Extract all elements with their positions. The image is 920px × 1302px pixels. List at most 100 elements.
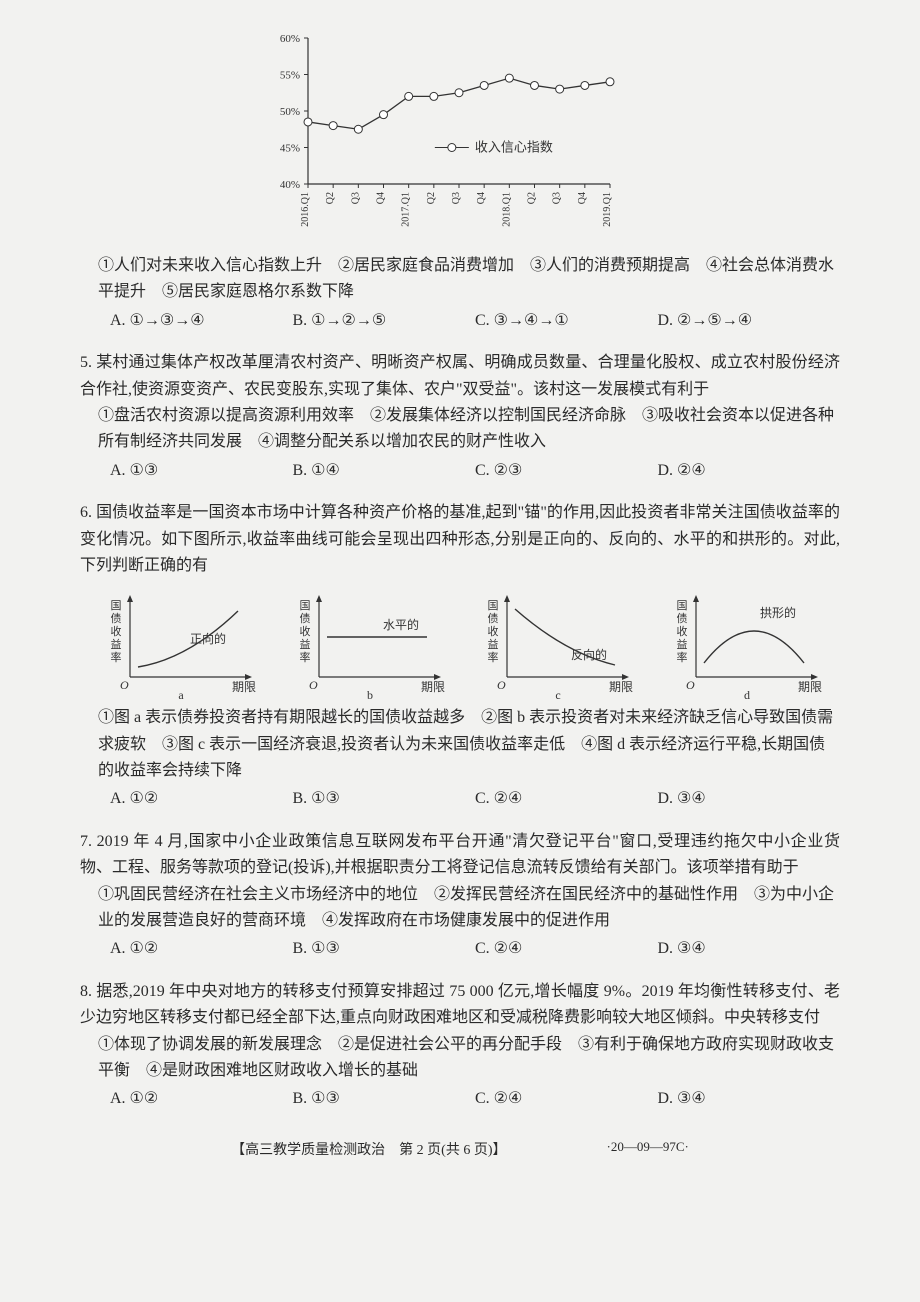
svg-text:d: d <box>744 688 750 701</box>
svg-text:益: 益 <box>488 637 499 651</box>
q7-option-a: A. ①② <box>110 936 293 962</box>
svg-text:债: 债 <box>488 611 499 625</box>
q6-body: 国债收益率是一国资本市场中计算各种资产价格的基准,起到"锚"的作用,因此投资者非… <box>80 504 840 574</box>
svg-text:债: 债 <box>676 611 687 625</box>
q4-statements: ①人们对未来收入信心指数上升 ②居民家庭食品消费增加 ③人们的消费预期提高 ④社… <box>80 253 840 306</box>
svg-text:a: a <box>178 688 184 701</box>
svg-text:2016.Q1: 2016.Q1 <box>300 192 311 227</box>
q8-text: 8. 据悉,2019 年中央对地方的转移支付预算安排超过 75 000 亿元,增… <box>80 979 840 1032</box>
svg-text:债: 债 <box>111 611 122 625</box>
income-confidence-chart: 40%45%50%55%60%2016.Q1Q2Q3Q42017.Q1Q2Q3Q… <box>260 30 840 235</box>
svg-text:50%: 50% <box>280 106 300 118</box>
q8-option-c: C. ②④ <box>475 1086 658 1112</box>
svg-text:45%: 45% <box>280 143 300 155</box>
q7-options: A. ①② B. ①③ C. ②④ D. ③④ <box>80 936 840 962</box>
q8-num: 8. <box>80 983 96 1000</box>
q8-statements: ①体现了协调发展的新发展理念 ②是促进社会公平的再分配手段 ③有利于确保地方政府… <box>80 1032 840 1085</box>
svg-text:国: 国 <box>488 599 499 612</box>
question-4: ①人们对未来收入信心指数上升 ②居民家庭食品消费增加 ③人们的消费预期提高 ④社… <box>80 253 840 334</box>
q5-body: 某村通过集体产权改革厘清农村资产、明晰资产权属、明确成员数量、合理量化股权、成立… <box>80 354 840 397</box>
q7-option-c: C. ②④ <box>475 936 658 962</box>
q5-text: 5. 某村通过集体产权改革厘清农村资产、明晰资产权属、明确成员数量、合理量化股权… <box>80 350 840 403</box>
svg-text:收入信心指数: 收入信心指数 <box>475 140 553 155</box>
svg-text:益: 益 <box>299 637 310 651</box>
svg-text:债: 债 <box>299 611 310 625</box>
q8-options: A. ①② B. ①③ C. ②④ D. ③④ <box>80 1086 840 1112</box>
question-7: 7. 2019 年 4 月,国家中小企业政策信息互联网发布平台开通"清欠登记平台… <box>80 829 840 963</box>
svg-text:2017.Q1: 2017.Q1 <box>401 192 412 227</box>
q5-statements: ①盘活农村资源以提高资源利用效率 ②发展集体经济以控制国民经济命脉 ③吸收社会资… <box>80 403 840 456</box>
svg-text:正向的: 正向的 <box>190 631 226 646</box>
svg-text:Q4: Q4 <box>376 192 387 204</box>
q5-option-c: C. ②③ <box>475 458 658 484</box>
q6-statements: ①图 a 表示债券投资者持有期限越长的国债收益越多 ②图 b 表示投资者对未来经… <box>80 705 840 784</box>
svg-text:期限: 期限 <box>609 680 633 694</box>
svg-text:期限: 期限 <box>232 680 256 694</box>
svg-text:收: 收 <box>299 624 310 638</box>
svg-text:Q3: Q3 <box>350 192 361 204</box>
q7-text: 7. 2019 年 4 月,国家中小企业政策信息互联网发布平台开通"清欠登记平台… <box>80 829 840 882</box>
q6-num: 6. <box>80 504 96 521</box>
footer-right: ·20—09—97C· <box>606 1139 688 1159</box>
svg-text:2018.Q1: 2018.Q1 <box>501 192 512 227</box>
svg-text:拱形的: 拱形的 <box>760 605 796 620</box>
q8-option-d: D. ③④ <box>658 1086 841 1112</box>
svg-text:Q2: Q2 <box>527 192 538 204</box>
q7-num: 7. <box>80 833 97 850</box>
q5-options: A. ①③ B. ①④ C. ②③ D. ②④ <box>80 458 840 484</box>
question-8: 8. 据悉,2019 年中央对地方的转移支付预算安排超过 75 000 亿元,增… <box>80 979 840 1113</box>
q7-statements: ①巩固民营经济在社会主义市场经济中的地位 ②发挥民营经济在国民经济中的基础性作用… <box>80 882 840 935</box>
svg-text:收: 收 <box>488 624 499 638</box>
svg-text:O: O <box>120 678 129 692</box>
svg-text:国: 国 <box>111 599 122 612</box>
q8-body: 据悉,2019 年中央对地方的转移支付预算安排超过 75 000 亿元,增长幅度… <box>80 983 840 1026</box>
diagram-a: 国债收益率期限 O 正向的 a <box>106 591 256 701</box>
q4-option-c: C. ③→④→① <box>475 308 658 334</box>
svg-text:期限: 期限 <box>421 680 445 694</box>
chart-svg: 40%45%50%55%60%2016.Q1Q2Q3Q42017.Q1Q2Q3Q… <box>260 30 620 230</box>
svg-text:水平的: 水平的 <box>383 617 419 632</box>
q4-option-b: B. ①→②→⑤ <box>293 308 476 334</box>
q5-option-b: B. ①④ <box>293 458 476 484</box>
svg-text:国: 国 <box>299 599 310 612</box>
svg-text:率: 率 <box>676 650 687 664</box>
q6-options: A. ①② B. ①③ C. ②④ D. ③④ <box>80 786 840 812</box>
svg-text:收: 收 <box>111 624 122 638</box>
q4-option-a: A. ①→③→④ <box>110 308 293 334</box>
q4-option-d: D. ②→⑤→④ <box>658 308 841 334</box>
svg-text:率: 率 <box>111 650 122 664</box>
svg-text:Q4: Q4 <box>476 192 487 204</box>
footer-center: 【高三教学质量检测政治 第 2 页(共 6 页)】 <box>231 1139 506 1159</box>
svg-text:国: 国 <box>676 599 687 612</box>
question-6: 6. 国债收益率是一国资本市场中计算各种资产价格的基准,起到"锚"的作用,因此投… <box>80 500 840 813</box>
q5-option-a: A. ①③ <box>110 458 293 484</box>
question-5: 5. 某村通过集体产权改革厘清农村资产、明晰资产权属、明确成员数量、合理量化股权… <box>80 350 840 484</box>
svg-text:Q2: Q2 <box>426 192 437 204</box>
q6-diagrams: 国债收益率期限O正向的a 国债收益率期限O水平的b 国债收益率期限O反向的c 国… <box>80 579 840 705</box>
svg-text:c: c <box>556 688 561 701</box>
svg-text:率: 率 <box>299 650 310 664</box>
svg-text:55%: 55% <box>280 70 300 82</box>
svg-text:Q4: Q4 <box>577 192 588 204</box>
q7-option-b: B. ①③ <box>293 936 476 962</box>
q6-text: 6. 国债收益率是一国资本市场中计算各种资产价格的基准,起到"锚"的作用,因此投… <box>80 500 840 579</box>
svg-text:O: O <box>309 678 318 692</box>
svg-text:40%: 40% <box>280 179 300 191</box>
svg-text:2019.Q1: 2019.Q1 <box>602 192 613 227</box>
diagram-b: 国债收益率期限 O 水平的 b <box>295 591 445 701</box>
q6-option-c: C. ②④ <box>475 786 658 812</box>
svg-text:Q3: Q3 <box>552 192 563 204</box>
q7-body: 2019 年 4 月,国家中小企业政策信息互联网发布平台开通"清欠登记平台"窗口… <box>80 833 840 876</box>
svg-text:益: 益 <box>676 637 687 651</box>
svg-text:O: O <box>686 678 695 692</box>
svg-text:收: 收 <box>676 624 687 638</box>
svg-text:Q3: Q3 <box>451 192 462 204</box>
svg-text:反向的: 反向的 <box>571 647 607 662</box>
svg-text:期限: 期限 <box>798 680 822 694</box>
svg-text:益: 益 <box>111 637 122 651</box>
q6-option-b: B. ①③ <box>293 786 476 812</box>
q6-option-a: A. ①② <box>110 786 293 812</box>
q5-num: 5. <box>80 354 96 371</box>
svg-text:b: b <box>367 688 373 701</box>
q6-option-d: D. ③④ <box>658 786 841 812</box>
